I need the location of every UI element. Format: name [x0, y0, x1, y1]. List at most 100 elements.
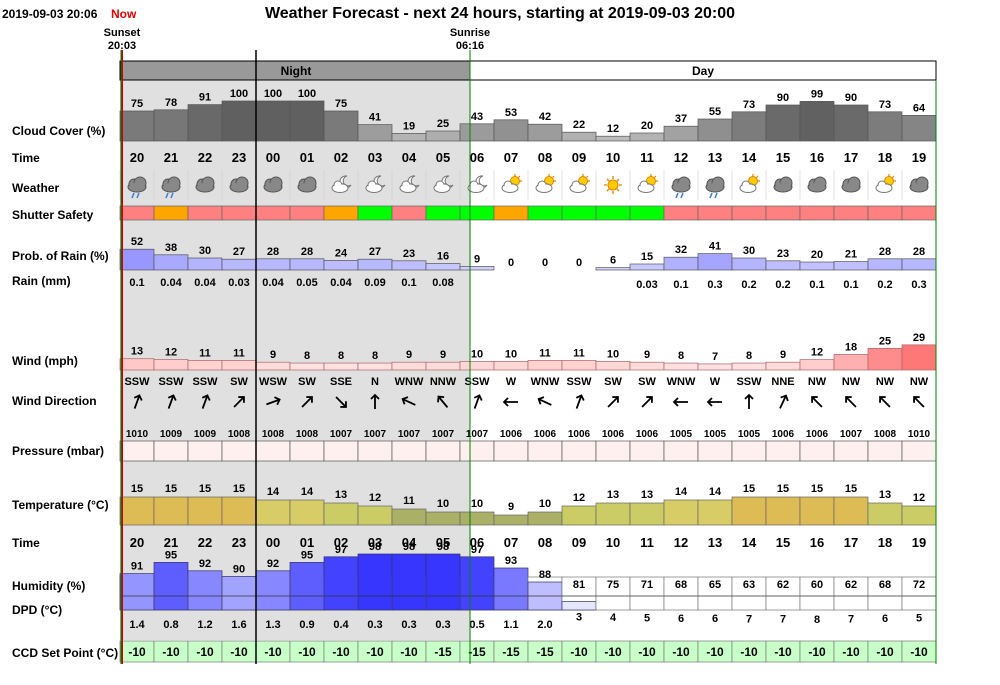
wind-arrow-icon: [706, 397, 722, 407]
ccd-set-point-value: -10: [264, 645, 282, 659]
pressure-cell: [833, 440, 869, 462]
temperature-bar: [901, 505, 937, 526]
wind-bar: [357, 362, 393, 371]
shutter-safety-cell: [221, 205, 257, 221]
rain-probability-bar: [289, 258, 325, 271]
temperature-bar: [527, 511, 563, 526]
dpd-value: 0.9: [299, 619, 314, 631]
wind-bar: [595, 360, 631, 371]
shutter-safety-cell: [255, 205, 291, 221]
pressure-value: 1005: [670, 429, 693, 440]
ccd-set-point-value: -10: [298, 645, 316, 659]
hour-label: 21: [164, 150, 178, 165]
wind-speed-value: 9: [270, 349, 276, 361]
humidity-value: 72: [913, 579, 925, 591]
wind-bar: [255, 361, 291, 371]
humidity-value: 81: [573, 579, 585, 591]
shutter-safety-cell: [833, 205, 869, 221]
wind-direction-label: W: [506, 376, 517, 388]
hour-label: 15: [776, 535, 790, 550]
wind-direction-label: SSW: [192, 376, 218, 388]
ccd-set-point-value: -10: [400, 645, 418, 659]
cloud-cover-bar: [697, 118, 733, 142]
cloud-cover-bar: [493, 119, 529, 142]
wind-direction-label: NNE: [771, 376, 794, 388]
humidity-value: 63: [743, 579, 755, 591]
pressure-cell: [221, 440, 257, 462]
cloud-cover-value: 43: [471, 111, 483, 123]
dpd-value: 4: [610, 612, 617, 624]
humidity-value: 91: [131, 561, 143, 573]
wind-direction-label: SSE: [330, 376, 352, 388]
cloud-cover-value: 100: [298, 88, 316, 100]
rain-probability-value: 27: [233, 246, 245, 258]
shutter-safety-cell: [765, 205, 801, 221]
wind-speed-value: 11: [199, 347, 211, 359]
day-label: Day: [692, 64, 714, 78]
hour-label: 09: [572, 535, 586, 550]
wind-speed-value: 11: [539, 347, 551, 359]
humidity-value: 62: [845, 579, 857, 591]
cloud-cover-value: 100: [264, 88, 282, 100]
wind-bar: [901, 344, 937, 371]
pressure-cell: [323, 440, 359, 462]
humidity-bar: [459, 556, 495, 611]
wind-bar: [153, 359, 189, 371]
wind-bar: [493, 360, 529, 371]
cloud-cover-bar: [255, 100, 291, 142]
cloud-cover-bar: [561, 131, 597, 142]
pressure-value: 1006: [568, 429, 591, 440]
wind-arrow-icon: [779, 394, 789, 409]
wind-bar: [527, 360, 563, 371]
wind-speed-value: 25: [879, 335, 891, 347]
humidity-value: 75: [607, 579, 619, 591]
wind-speed-value: 9: [440, 349, 446, 361]
shutter-safety-cell: [357, 205, 393, 221]
temperature-value: 15: [743, 483, 755, 495]
wind-bar: [119, 358, 155, 371]
label-time-2: Time: [12, 536, 40, 550]
rain-probability-bar: [663, 256, 699, 271]
cloud-sun-icon: [875, 173, 897, 194]
temperature-bar: [493, 514, 529, 526]
rain-mm-value: 0.1: [809, 279, 824, 291]
humidity-cell: [901, 576, 937, 611]
cloud-cover-value: 75: [131, 98, 143, 110]
dpd-value: 3: [576, 612, 582, 624]
rain-mm-value: 0.04: [330, 277, 352, 289]
cloud-cover-bar: [289, 100, 325, 142]
pressure-cell: [357, 440, 393, 462]
rain-probability-value: 23: [403, 248, 415, 260]
humidity-value: 92: [267, 558, 279, 570]
hour-label: 04: [402, 535, 417, 550]
temperature-bar: [459, 511, 495, 526]
cloud-cover-bar: [357, 124, 393, 142]
rain-probability-bar: [833, 261, 869, 271]
rain-probability-value: 16: [437, 251, 449, 263]
wind-speed-value: 18: [845, 341, 857, 353]
shutter-safety-cell: [425, 205, 461, 221]
dpd-value: 6: [712, 613, 718, 625]
humidity-value: 97: [335, 544, 347, 556]
cloud-cover-value: 75: [335, 98, 347, 110]
rain-probability-value: 6: [610, 255, 616, 267]
rain-probability-value: 28: [879, 246, 891, 258]
rain-probability-value: 23: [777, 248, 789, 260]
humidity-cell: [867, 576, 903, 611]
temperature-bar: [867, 502, 903, 526]
wind-speed-value: 12: [165, 347, 177, 359]
wind-arrow-icon: [575, 394, 585, 409]
pressure-value: 1010: [126, 429, 149, 440]
shutter-safety-cell: [289, 205, 325, 221]
rain-probability-value: 0: [542, 257, 548, 269]
hour-label: 08: [538, 535, 552, 550]
hour-label: 18: [878, 535, 892, 550]
label-ccd-set-point: CCD Set Point (°C): [12, 646, 118, 660]
pressure-cell: [493, 440, 529, 462]
label-wind: Wind (mph): [12, 354, 78, 368]
wind-direction-label: SW: [638, 376, 656, 388]
cloud-cover-bar: [833, 104, 869, 142]
hour-label: 21: [164, 535, 178, 550]
temperature-value: 15: [199, 483, 211, 495]
cloud-cover-value: 99: [811, 88, 823, 100]
